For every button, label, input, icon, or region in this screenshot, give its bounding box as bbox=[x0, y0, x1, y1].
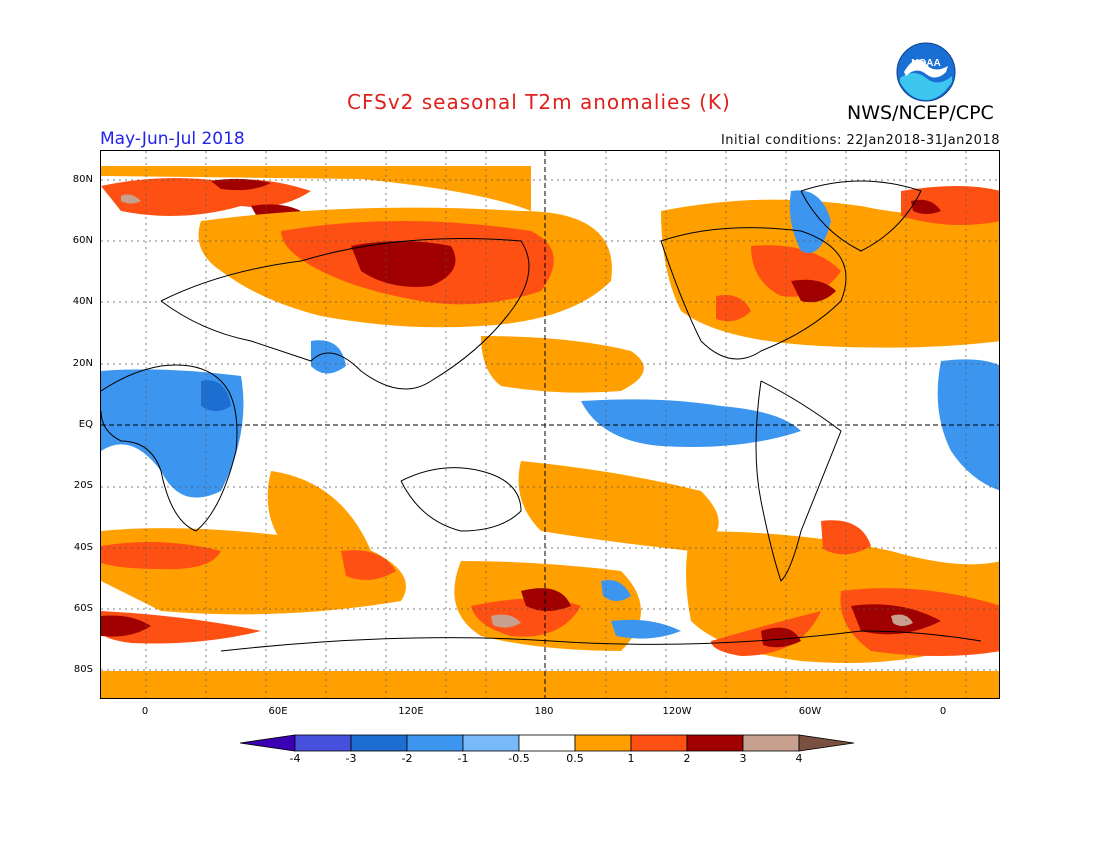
colorbar-tick-label: 2 bbox=[683, 752, 691, 765]
lon-label: 60W bbox=[798, 706, 822, 717]
anomaly-region bbox=[341, 550, 396, 580]
lat-label: EQ bbox=[78, 419, 93, 430]
noaa-logo: NOAA bbox=[896, 42, 956, 102]
colorbar-tick-label: -3 bbox=[345, 752, 357, 765]
colorbar-segments bbox=[240, 734, 855, 752]
colorbar-segment bbox=[630, 734, 688, 752]
lat-label: 40S bbox=[73, 542, 93, 553]
anomaly-region bbox=[101, 542, 221, 570]
lon-label: 60E bbox=[268, 706, 288, 717]
lat-label: 20S bbox=[73, 480, 93, 491]
anomaly-region bbox=[821, 520, 871, 555]
colorbar-segment bbox=[406, 734, 464, 752]
season-label: May-Jun-Jul 2018 bbox=[100, 129, 245, 149]
map-title: CFSv2 seasonal T2m anomalies (K) bbox=[347, 90, 731, 114]
lon-label: 120E bbox=[398, 706, 424, 717]
anomaly-region bbox=[101, 615, 151, 637]
colorbar-segment bbox=[350, 734, 408, 752]
lat-label: 80N bbox=[72, 174, 93, 185]
colorbar-segment bbox=[462, 734, 520, 752]
anomaly-region bbox=[521, 588, 571, 611]
colorbar bbox=[240, 734, 855, 752]
colorbar-tick-label: -1 bbox=[457, 752, 469, 765]
colorbar-segment bbox=[686, 734, 744, 752]
initial-conditions-label: Initial conditions: 22Jan2018-31Jan2018 bbox=[720, 133, 1000, 148]
logo-text: NOAA bbox=[911, 58, 940, 69]
lat-label: 40N bbox=[72, 296, 93, 307]
anomaly-map bbox=[100, 150, 1000, 699]
anomaly-region bbox=[121, 194, 141, 204]
colorbar-tick-label: -2 bbox=[401, 752, 413, 765]
anomaly-region bbox=[101, 611, 261, 644]
colorbar-tick-label: 0.5 bbox=[566, 752, 584, 765]
graticule bbox=[101, 151, 999, 698]
map-canvas bbox=[101, 151, 999, 698]
anomaly-region bbox=[601, 580, 631, 601]
lon-label: 180 bbox=[534, 706, 554, 717]
anomaly-region bbox=[518, 461, 719, 551]
anomaly-region bbox=[481, 336, 644, 393]
anomaly-region bbox=[911, 199, 941, 214]
anomaly-region bbox=[201, 380, 231, 411]
lat-label: 60N bbox=[72, 235, 93, 246]
lon-label: 120W bbox=[662, 706, 692, 717]
anomaly-region bbox=[901, 186, 999, 225]
anomaly-region bbox=[491, 614, 521, 628]
lon-label: 0 bbox=[939, 706, 947, 717]
coastlines bbox=[101, 180, 982, 652]
lat-label: 20N bbox=[72, 358, 93, 369]
anomaly-region bbox=[791, 279, 836, 303]
anomaly-region bbox=[101, 671, 999, 698]
anomaly-region bbox=[351, 241, 456, 287]
anomaly-region bbox=[311, 340, 346, 374]
equator-dateline bbox=[101, 151, 999, 698]
colorbar-segment bbox=[798, 734, 855, 752]
colorbar-tick-label: 1 bbox=[627, 752, 635, 765]
colorbar-tick-label: -0.5 bbox=[508, 752, 530, 765]
colorbar-tick-label: -4 bbox=[289, 752, 301, 765]
anomaly-region bbox=[716, 295, 751, 322]
anomaly-region bbox=[211, 178, 271, 191]
colorbar-segment bbox=[518, 734, 576, 752]
colorbar-tick-label: 3 bbox=[739, 752, 747, 765]
colorbar-tick-label: 4 bbox=[795, 752, 803, 765]
anomaly-region bbox=[101, 166, 531, 211]
colorbar-segment bbox=[574, 734, 632, 752]
anomaly-region bbox=[581, 399, 801, 447]
colorbar-segment bbox=[742, 734, 800, 752]
anomaly-region bbox=[789, 190, 831, 253]
lon-label: 0 bbox=[141, 706, 149, 717]
anomaly-region bbox=[891, 614, 913, 626]
lat-label: 60S bbox=[73, 603, 93, 614]
lat-label: 80S bbox=[73, 664, 93, 675]
anomaly-region bbox=[611, 619, 681, 639]
organization-label: NWS/NCEP/CPC bbox=[847, 102, 994, 124]
colorbar-segment bbox=[294, 734, 352, 752]
anomaly-region bbox=[761, 627, 801, 648]
colorbar-segment bbox=[240, 734, 296, 752]
